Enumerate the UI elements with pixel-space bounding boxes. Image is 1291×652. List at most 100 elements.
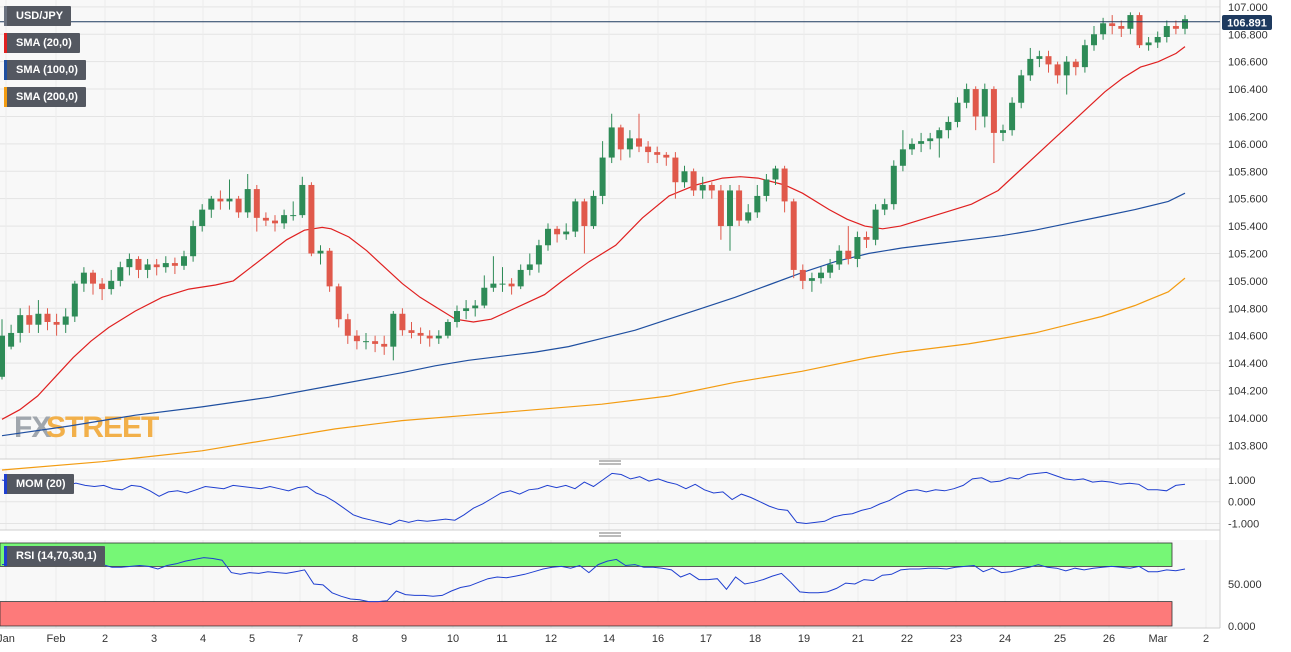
- legend-sma100[interactable]: SMA (100,0): [4, 60, 86, 80]
- x-tick-label: 5: [249, 633, 255, 645]
- candle-body: [1118, 26, 1125, 29]
- x-tick-label: 26: [1103, 633, 1115, 645]
- legend-mom[interactable]: MOM (20): [4, 474, 74, 494]
- x-axis: JanFeb2345789101112141617181921222324252…: [0, 633, 1209, 645]
- candle-body: [645, 146, 652, 153]
- sma100-line: [1, 192, 1186, 437]
- candle-body: [417, 332, 424, 336]
- candle-body: [235, 198, 242, 213]
- candle-body: [117, 267, 124, 281]
- candle-body: [444, 321, 451, 336]
- candle-body: [153, 264, 160, 268]
- candle-body: [71, 283, 78, 317]
- sma20-line: [1, 46, 1186, 420]
- candle-body: [299, 184, 306, 216]
- candle-body: [126, 258, 133, 268]
- candle-body: [199, 209, 206, 227]
- candle-body: [772, 168, 779, 180]
- legend-sma20[interactable]: SMA (20,0): [4, 33, 80, 53]
- candle-body: [0, 335, 5, 377]
- candle-body: [1136, 15, 1143, 46]
- candle-body: [381, 343, 388, 347]
- candle-body: [599, 157, 606, 196]
- candle-body: [727, 190, 733, 227]
- candle-body: [799, 269, 806, 281]
- x-tick-label: 8: [352, 633, 358, 645]
- mom-panel-bg: [0, 468, 1220, 530]
- candle-body: [672, 157, 679, 183]
- y-tick-label: 105.600: [1228, 194, 1268, 206]
- grid-lines: [0, 0, 1221, 629]
- legend-rsi[interactable]: RSI (14,70,30,1): [4, 546, 105, 566]
- legend-sma200[interactable]: SMA (200,0): [4, 87, 86, 107]
- candle-body: [290, 215, 297, 217]
- candle-body: [253, 189, 260, 218]
- candle-body: [745, 212, 752, 221]
- candle-body: [1172, 26, 1179, 29]
- y-tick-label: 104.600: [1228, 331, 1268, 343]
- candlestick-series: [0, 12, 1188, 380]
- candle-body: [563, 231, 570, 235]
- x-tick-label: 22: [901, 633, 913, 645]
- candle-body: [854, 237, 861, 259]
- candle-body: [681, 171, 688, 183]
- candle-body: [454, 311, 460, 322]
- last-price-badge: 106.891: [1222, 15, 1272, 30]
- candle-body: [754, 195, 761, 213]
- legend-symbol[interactable]: USD/JPY: [4, 6, 72, 26]
- y-tick-label: 105.800: [1228, 166, 1268, 178]
- candle-body: [590, 195, 597, 227]
- candle-body: [1072, 61, 1079, 68]
- candle-body: [781, 168, 788, 202]
- sma100-series: [1, 192, 1186, 437]
- candle-body: [190, 226, 197, 257]
- candle-body: [1036, 56, 1043, 59]
- panel-resize-handle-1[interactable]: [599, 460, 621, 465]
- candle-body: [990, 89, 997, 133]
- y-tick-label: 106.600: [1228, 57, 1268, 69]
- candle-body: [981, 89, 988, 117]
- candle-body: [344, 319, 351, 336]
- candle-body: [472, 305, 479, 309]
- mom-line: [1, 471, 1186, 526]
- y-tick-label: 105.400: [1228, 221, 1268, 233]
- rsi-y-tick-label: 50.000: [1228, 579, 1262, 591]
- x-tick-label: 2: [102, 633, 108, 645]
- candle-body: [1018, 75, 1025, 103]
- panel-resize-handle-2[interactable]: [599, 532, 621, 537]
- rsi-line: [1, 557, 1186, 603]
- mom-y-tick-label: -1.000: [1228, 518, 1259, 530]
- candle-body: [790, 201, 797, 270]
- candle-body: [1145, 42, 1152, 46]
- y-tick-label: 107.000: [1228, 2, 1268, 14]
- y-tick-label: 104.000: [1228, 413, 1268, 425]
- candle-body: [499, 283, 506, 285]
- candle-body: [53, 321, 60, 325]
- y-tick-label: 104.200: [1228, 385, 1268, 397]
- candle-body: [845, 250, 852, 259]
- candle-body: [244, 189, 251, 213]
- x-tick-label: 2: [1203, 633, 1209, 645]
- x-tick-label: 9: [401, 633, 407, 645]
- candle-body: [363, 341, 369, 343]
- candle-body: [1100, 23, 1107, 35]
- candle-body: [490, 283, 497, 288]
- candle-body: [17, 315, 24, 333]
- x-tick-label: 21: [852, 633, 864, 645]
- candle-body: [281, 215, 288, 224]
- candle-body: [818, 272, 824, 279]
- candle-body: [217, 198, 224, 202]
- candle-body: [1154, 36, 1161, 43]
- y-tick-label: 106.200: [1228, 111, 1268, 123]
- candle-body: [1063, 61, 1070, 76]
- mom-series: [1, 471, 1186, 526]
- mom-y-tick-label: 1.000: [1228, 475, 1256, 487]
- candle-body: [1081, 45, 1088, 68]
- mom-y-tick-label: 0.000: [1228, 497, 1256, 509]
- candle-body: [1091, 34, 1097, 46]
- candle-body: [135, 258, 142, 270]
- candle-body: [317, 250, 324, 254]
- candle-body: [535, 245, 542, 265]
- candle-body: [262, 217, 269, 221]
- y-tick-label: 106.400: [1228, 84, 1268, 96]
